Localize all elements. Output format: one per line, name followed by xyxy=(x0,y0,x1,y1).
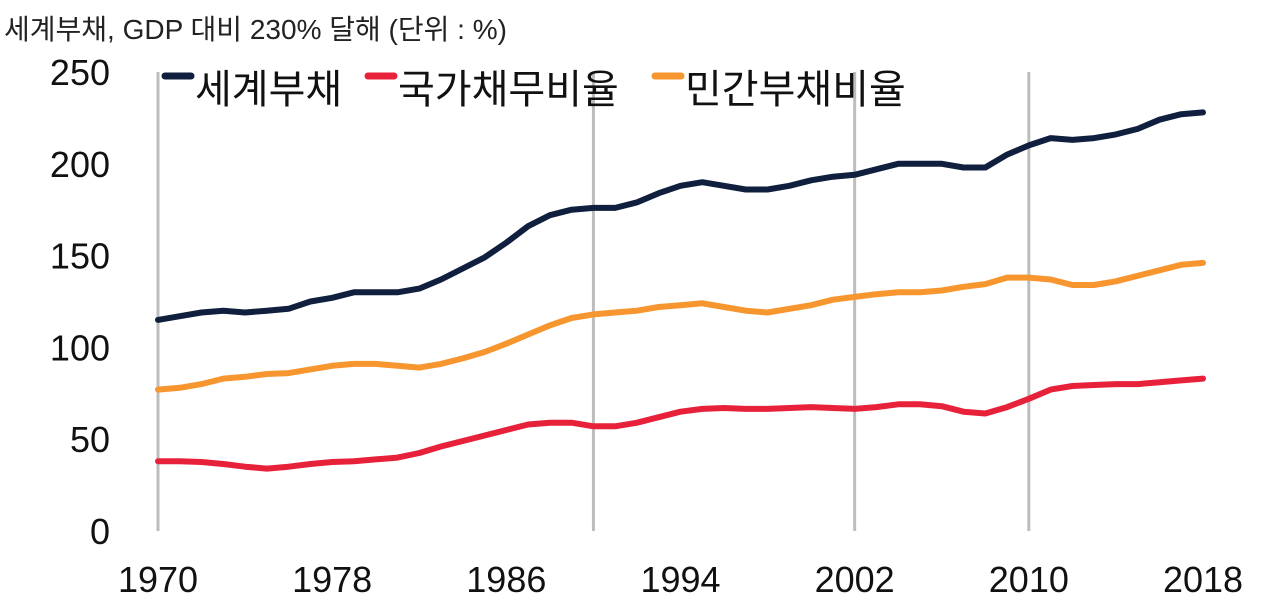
x-tick-label: 2010 xyxy=(989,559,1069,600)
y-tick-label: 150 xyxy=(50,236,110,277)
series-line-3 xyxy=(155,259,1206,393)
y-tick-label: 50 xyxy=(70,419,110,460)
series-line-2 xyxy=(155,375,1206,472)
x-tick-label: 1970 xyxy=(118,559,198,600)
y-tick-label: 250 xyxy=(50,52,110,93)
x-tick-label: 2018 xyxy=(1163,559,1243,600)
x-tick-label: 2002 xyxy=(815,559,895,600)
y-tick-label: 100 xyxy=(50,327,110,368)
legend-label: 국가채무비율 xyxy=(398,68,619,112)
series-line-1 xyxy=(155,109,1206,323)
x-tick-label: 1986 xyxy=(466,559,546,600)
legend-label: 민간부채비율 xyxy=(685,68,906,112)
legend-label: 세계부채 xyxy=(195,68,342,112)
x-tick-label: 1978 xyxy=(292,559,372,600)
y-tick-label: 0 xyxy=(90,511,110,552)
x-tick-label: 1994 xyxy=(640,559,720,600)
chart-title: 세계부채, GDP 대비 230% 달해 (단위 : %) xyxy=(4,14,507,45)
y-tick-label: 200 xyxy=(50,144,110,185)
